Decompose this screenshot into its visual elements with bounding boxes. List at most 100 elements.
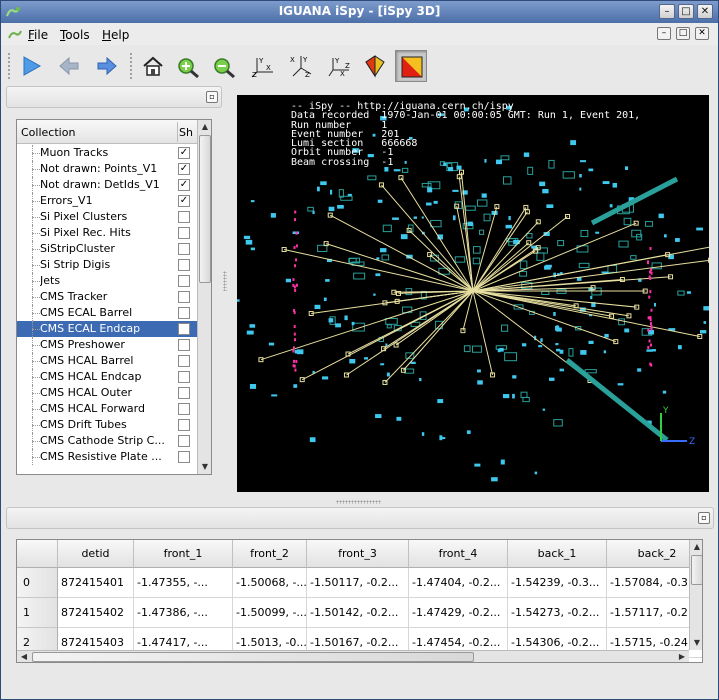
tree-row[interactable]: CMS HCAL Forward: [17, 401, 197, 417]
table-cell[interactable]: -1.57084, -0.3...: [607, 568, 702, 598]
show-checkbox[interactable]: [178, 291, 190, 303]
tree-row[interactable]: CMS Cathode Strip C...: [17, 433, 197, 449]
title-bar[interactable]: IGUANA iSpy - [iSpy 3D] – □ ✕: [1, 1, 718, 23]
home-button[interactable]: [137, 50, 169, 82]
show-checkbox[interactable]: [178, 323, 190, 335]
scroll-down-icon[interactable]: ▼: [693, 638, 701, 647]
column-header-show[interactable]: Sh: [179, 126, 193, 139]
column-header-collection[interactable]: Collection: [21, 126, 76, 139]
table-corner[interactable]: [17, 540, 58, 568]
minimize-button[interactable]: –: [659, 4, 675, 19]
tree-row[interactable]: CMS Drift Tubes: [17, 417, 197, 433]
tree-row[interactable]: CMS ECAL Barrel: [17, 305, 197, 321]
column-header[interactable]: back_1: [508, 540, 607, 568]
table-cell[interactable]: -1.50117, -0.2...: [307, 568, 409, 598]
show-checkbox[interactable]: ✓: [178, 195, 190, 207]
table-cell[interactable]: -1.47355, -...: [134, 568, 233, 598]
tree-row[interactable]: Si Pixel Clusters: [17, 209, 197, 225]
table-cell[interactable]: 872415401: [58, 568, 134, 598]
show-checkbox[interactable]: [178, 259, 190, 271]
mdi-close-button[interactable]: ✕: [695, 27, 709, 40]
vertical-splitter[interactable]: [223, 271, 227, 291]
row-header[interactable]: 1: [17, 598, 58, 628]
tree-scroll-thumb[interactable]: [199, 135, 211, 283]
zoom-out-button[interactable]: [209, 50, 241, 82]
forward-button[interactable]: [91, 50, 123, 82]
column-divider[interactable]: [177, 122, 178, 142]
show-checkbox[interactable]: [178, 371, 190, 383]
scroll-up-icon[interactable]: ▲: [693, 542, 701, 551]
table-cell[interactable]: -1.47429, -0.2...: [409, 598, 508, 628]
table-cell[interactable]: -1.47386, -...: [134, 598, 233, 628]
tree-row[interactable]: Not drawn: Points_V1 ✓: [17, 161, 197, 177]
show-checkbox[interactable]: ✓: [178, 179, 190, 191]
tree-row[interactable]: Si Strip Digis: [17, 257, 197, 273]
show-checkbox[interactable]: ✓: [178, 163, 190, 175]
menu-tools[interactable]: Tools: [60, 28, 90, 42]
play-button[interactable]: [15, 50, 47, 82]
close-button[interactable]: ✕: [697, 4, 713, 19]
tree-row[interactable]: CMS HCAL Barrel: [17, 353, 197, 369]
float-icon[interactable]: ▫: [698, 512, 710, 524]
table-cell[interactable]: -1.50142, -0.2...: [307, 598, 409, 628]
show-checkbox[interactable]: [178, 307, 190, 319]
tree-row[interactable]: Si Pixel Rec. Hits: [17, 225, 197, 241]
scroll-down-icon[interactable]: ▼: [201, 462, 209, 471]
event-display[interactable]: ZY: [237, 95, 709, 492]
tree-row[interactable]: CMS HCAL Endcap: [17, 369, 197, 385]
column-header[interactable]: front_4: [409, 540, 508, 568]
table-dock-title[interactable]: ▫: [6, 507, 714, 529]
table-cell[interactable]: -1.50099, -...: [233, 598, 307, 628]
mdi-restore-button[interactable]: □: [676, 27, 690, 40]
column-header[interactable]: front_1: [134, 540, 233, 568]
toolbar-grip[interactable]: [7, 52, 11, 80]
collection-tree[interactable]: Collection Sh Muon Tracks ✓ Not drawn: Poi…: [16, 119, 212, 475]
float-icon[interactable]: ▫: [206, 91, 218, 103]
data-table[interactable]: detid front_1 front_2 front_3 front_4 back_1 b…: [16, 539, 703, 663]
tree-row[interactable]: Errors_V1 ✓: [17, 193, 197, 209]
menu-file[interactable]: File: [28, 28, 49, 42]
show-checkbox[interactable]: [178, 227, 190, 239]
perspective-button[interactable]: [359, 50, 391, 82]
tree-row[interactable]: SiStripCluster: [17, 241, 197, 257]
show-checkbox[interactable]: [178, 435, 190, 447]
scroll-right-icon[interactable]: ▶: [678, 652, 686, 661]
show-checkbox[interactable]: [178, 275, 190, 287]
back-button[interactable]: [53, 50, 85, 82]
table-cell[interactable]: -1.50068, -...: [233, 568, 307, 598]
table-cell[interactable]: -1.54273, -0.2...: [508, 598, 607, 628]
tree-row[interactable]: CMS HCAL Outer: [17, 385, 197, 401]
table-cell[interactable]: -1.57117, -0.2...: [607, 598, 702, 628]
row-header[interactable]: 0: [17, 568, 58, 598]
tree-dock-title[interactable]: ▫: [6, 86, 222, 108]
maximize-button[interactable]: □: [678, 4, 694, 19]
tree-row[interactable]: CMS Tracker: [17, 289, 197, 305]
show-checkbox[interactable]: [178, 419, 190, 431]
tree-row[interactable]: Jets: [17, 273, 197, 289]
column-header[interactable]: detid: [58, 540, 134, 568]
show-checkbox[interactable]: ✓: [178, 147, 190, 159]
tree-vertical-scrollbar[interactable]: ▲ ▼: [197, 120, 211, 474]
show-checkbox[interactable]: [178, 403, 190, 415]
tree-row[interactable]: CMS ECAL Endcap: [17, 321, 197, 337]
table-cell[interactable]: -1.47404, -0.2...: [409, 568, 508, 598]
orthographic-button[interactable]: [395, 50, 427, 82]
show-checkbox[interactable]: [178, 339, 190, 351]
tree-row[interactable]: CMS Preshower: [17, 337, 197, 353]
scroll-left-icon[interactable]: ◀: [20, 652, 28, 661]
table-cell[interactable]: 872415402: [58, 598, 134, 628]
scroll-up-icon[interactable]: ▲: [201, 122, 209, 131]
column-header[interactable]: back_2: [607, 540, 702, 568]
toolbar-grip-2[interactable]: [129, 52, 133, 80]
table-cell[interactable]: -1.54239, -0.3...: [508, 568, 607, 598]
tree-row[interactable]: Not drawn: DetIds_V1 ✓: [17, 177, 197, 193]
show-checkbox[interactable]: [178, 355, 190, 367]
table-hscroll-thumb[interactable]: [32, 652, 474, 662]
menu-help[interactable]: Help: [102, 28, 130, 42]
column-header[interactable]: front_3: [307, 540, 409, 568]
show-checkbox[interactable]: [178, 243, 190, 255]
tree-row[interactable]: CMS Resistive Plate ...: [17, 449, 197, 465]
